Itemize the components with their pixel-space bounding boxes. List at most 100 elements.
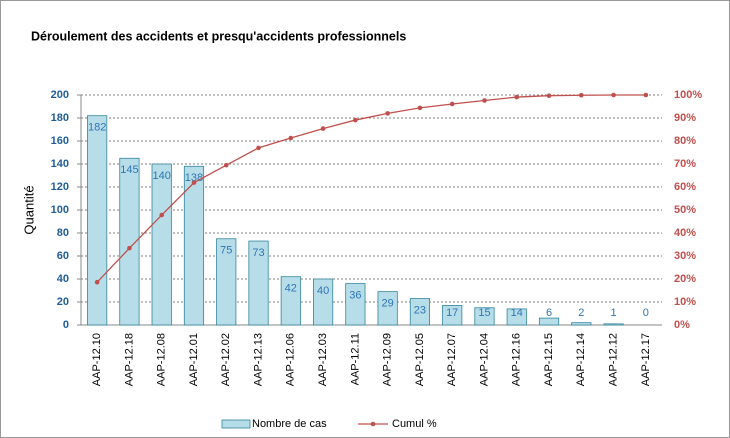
data-label: 40 (317, 285, 329, 297)
y2-tick-label: 90% (674, 112, 696, 124)
y-tick-label: 60 (57, 250, 69, 262)
y-axis-label: Quantité (21, 185, 36, 234)
x-tick-label: AAP-12.11 (349, 333, 361, 385)
data-label: 73 (252, 247, 264, 259)
x-tick-label: AAP-12.02 (220, 333, 232, 386)
legend-label: Nombre de cas (252, 418, 327, 430)
line-point (579, 92, 584, 98)
y2-tick-label: 80% (674, 135, 696, 147)
bar (216, 238, 237, 326)
y2-tick-label: 100% (674, 89, 702, 101)
bar (119, 157, 140, 326)
y-tick-label: 180 (51, 112, 69, 124)
line-point (127, 245, 132, 251)
y2-tick-label: 50% (674, 204, 696, 216)
x-tick-label: AAP-12.05 (414, 333, 426, 386)
y2-tick-label: 0% (674, 319, 690, 331)
x-tick-label: AAP-12.04 (478, 333, 490, 386)
legend-swatch (221, 419, 251, 429)
y-tick-label: 120 (51, 181, 69, 193)
line-point (320, 126, 326, 131)
line-point (449, 101, 455, 107)
data-label: 2 (578, 307, 584, 319)
line-point (611, 92, 616, 98)
y2-tick-label: 60% (674, 181, 696, 193)
bar (87, 115, 108, 326)
y-tick-label: 40 (57, 273, 69, 285)
bar (248, 240, 269, 326)
line-point (643, 92, 649, 98)
legend-swatch (370, 421, 376, 427)
line-point (191, 180, 197, 185)
line-point (159, 212, 164, 218)
line-point (256, 145, 261, 151)
y-tick-label: 80 (57, 227, 69, 239)
line-point (223, 162, 229, 168)
bar (571, 322, 592, 326)
data-label: 75 (220, 245, 232, 257)
data-label: 23 (414, 304, 426, 316)
bar (538, 317, 560, 326)
x-tick-label: AAP-12.03 (317, 333, 329, 386)
data-label: 145 (120, 164, 138, 176)
x-tick-label: AAP-12.17 (640, 333, 652, 386)
data-label: 182 (88, 122, 106, 134)
data-label: 6 (546, 307, 552, 319)
data-label: 1 (611, 307, 617, 319)
bar (377, 291, 398, 326)
y2-tick-label: 10% (674, 296, 696, 308)
bar (345, 283, 366, 326)
x-tick-label: AAP-12.12 (607, 333, 619, 386)
bar (409, 298, 431, 326)
data-label: 17 (446, 307, 458, 319)
y-tick-label: 20 (57, 296, 69, 308)
data-label: 15 (478, 307, 490, 319)
x-tick-label: AAP-12.18 (123, 333, 135, 386)
line-point (94, 279, 100, 285)
line-point (482, 98, 487, 103)
y2-tick-label: 40% (674, 227, 696, 239)
bar (506, 308, 527, 326)
line-point (514, 94, 520, 100)
x-tick-label: AAP-12.08 (156, 333, 168, 386)
data-label: 0 (643, 307, 649, 319)
y-tick-label: 200 (51, 89, 69, 101)
bar (151, 163, 172, 326)
data-label: 36 (349, 290, 361, 302)
y2-tick-label: 30% (674, 250, 696, 262)
chart-title: Déroulement des accidents et presqu'acci… (31, 29, 406, 43)
x-tick-label: AAP-12.06 (285, 333, 297, 386)
bar (603, 323, 624, 326)
y-tick-label: 140 (51, 158, 69, 170)
line-point (385, 111, 390, 116)
x-tick-label: AAP-12.01 (188, 333, 200, 386)
y2-tick-label: 70% (674, 158, 696, 170)
y-tick-label: 100 (51, 204, 69, 216)
data-label: 140 (153, 170, 171, 182)
legend-label: Cumul % (392, 418, 437, 430)
bar (474, 307, 495, 326)
bar (183, 165, 205, 326)
line-point (546, 93, 552, 98)
x-tick-label: AAP-12.16 (511, 333, 523, 386)
line-point (353, 117, 358, 123)
bar (312, 278, 334, 326)
line-point (417, 105, 423, 111)
line-point (288, 135, 294, 141)
x-tick-label: AAP-12.10 (91, 333, 103, 386)
y-tick-label: 0 (63, 319, 69, 331)
line (96, 94, 646, 283)
x-tick-label: AAP-12.07 (446, 333, 458, 386)
bar (280, 276, 301, 326)
x-tick-label: AAP-12.09 (382, 333, 394, 386)
data-label: 42 (285, 283, 297, 295)
y2-tick-label: 20% (674, 273, 696, 285)
data-label: 138 (185, 172, 203, 184)
x-tick-label: AAP-12.14 (575, 333, 587, 386)
x-tick-label: AAP-12.13 (252, 333, 264, 386)
x-tick-label: AAP-12.15 (543, 333, 555, 386)
y-tick-label: 160 (51, 135, 69, 147)
data-label: 14 (511, 307, 523, 319)
bar (442, 305, 463, 326)
